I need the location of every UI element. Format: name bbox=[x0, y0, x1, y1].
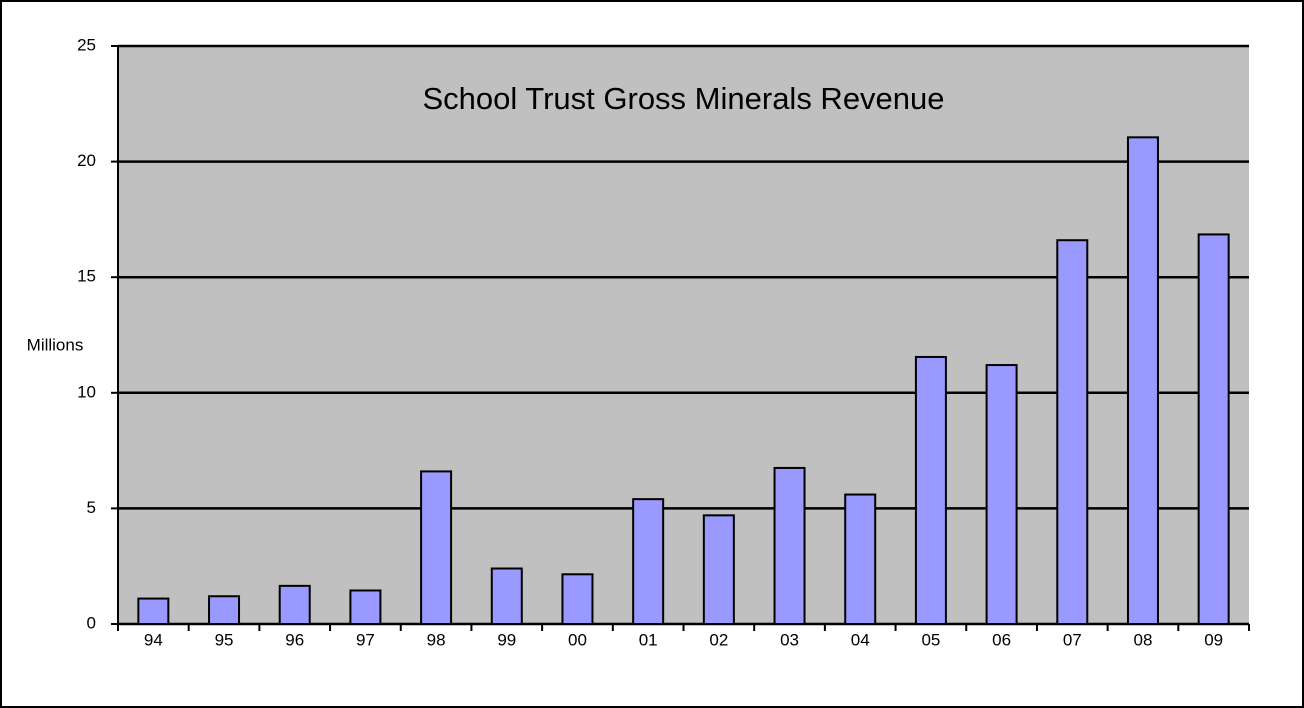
bar bbox=[914, 355, 947, 625]
x-tick-label: 95 bbox=[215, 630, 234, 649]
bar bbox=[1197, 233, 1230, 625]
x-tick-label: 00 bbox=[568, 630, 587, 649]
x-tick-label: 07 bbox=[1063, 630, 1082, 649]
y-tick-label: 5 bbox=[87, 498, 96, 517]
x-tick-label: 94 bbox=[144, 630, 163, 649]
bar bbox=[702, 514, 735, 625]
bar bbox=[137, 597, 170, 625]
bar bbox=[420, 470, 453, 625]
x-tick-label: 03 bbox=[780, 630, 799, 649]
y-tick-label: 20 bbox=[77, 151, 96, 170]
bar bbox=[561, 573, 594, 625]
bar bbox=[985, 364, 1018, 625]
x-tick-label: 98 bbox=[427, 630, 446, 649]
y-axis-label: Millions bbox=[27, 335, 84, 354]
x-tick-label: 06 bbox=[992, 630, 1011, 649]
y-tick-label: 0 bbox=[87, 613, 96, 632]
x-tick-label: 05 bbox=[921, 630, 940, 649]
bar bbox=[208, 595, 241, 625]
x-tick-label: 02 bbox=[709, 630, 728, 649]
bar bbox=[349, 589, 382, 626]
x-tick-label: 96 bbox=[285, 630, 304, 649]
x-tick-label: 09 bbox=[1204, 630, 1223, 649]
bar bbox=[632, 498, 665, 626]
y-tick-label: 15 bbox=[77, 267, 96, 286]
x-tick-label: 99 bbox=[497, 630, 516, 649]
y-tick-label: 25 bbox=[77, 35, 96, 54]
x-tick-label: 08 bbox=[1134, 630, 1153, 649]
x-tick-label: 01 bbox=[639, 630, 658, 649]
bar bbox=[278, 584, 311, 625]
x-tick-label: 97 bbox=[356, 630, 375, 649]
bar bbox=[490, 567, 523, 626]
bar bbox=[1056, 239, 1089, 625]
y-tick-label: 10 bbox=[77, 382, 96, 401]
bar bbox=[1126, 136, 1159, 625]
chart-title: School Trust Gross Minerals Revenue bbox=[422, 81, 944, 116]
x-tick-label: 04 bbox=[851, 630, 870, 649]
bar bbox=[773, 466, 806, 625]
bar bbox=[844, 493, 877, 626]
